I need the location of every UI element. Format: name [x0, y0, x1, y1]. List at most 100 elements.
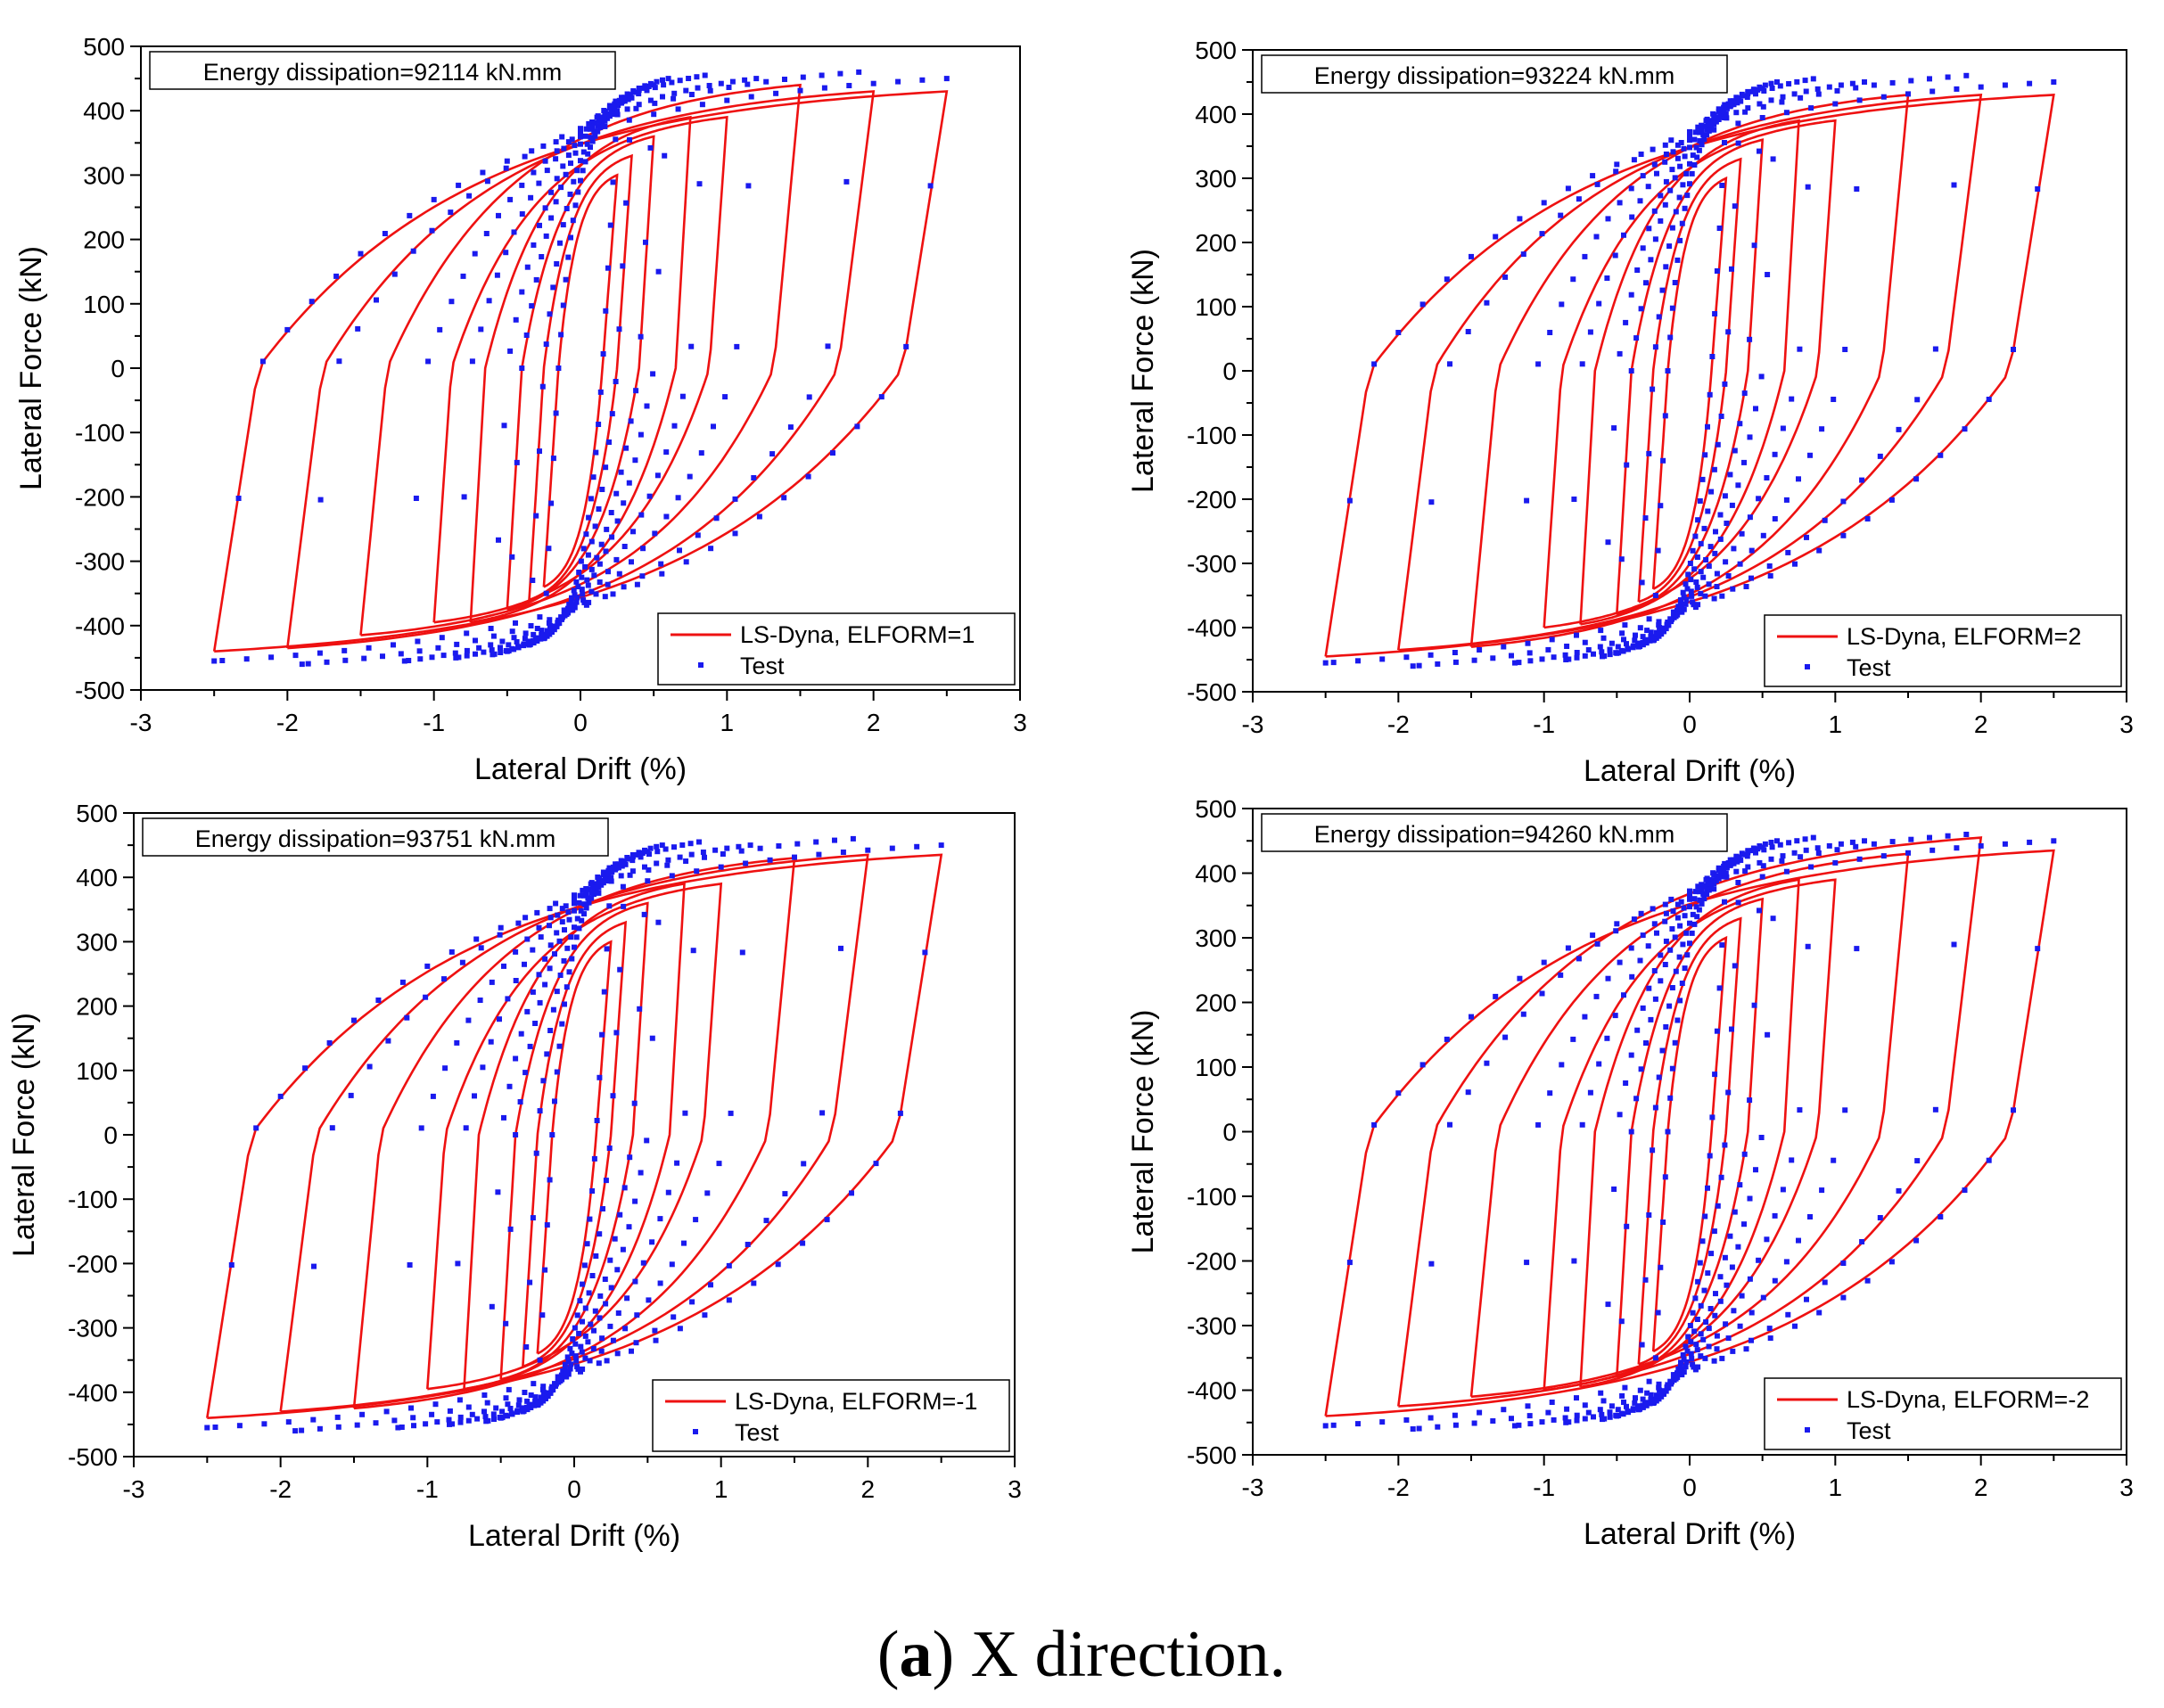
test-point: [503, 250, 509, 256]
test-point: [626, 480, 632, 486]
test-point: [1700, 574, 1707, 580]
test-point: [1688, 1351, 1694, 1357]
test-point: [1659, 625, 1666, 631]
test-point: [515, 920, 522, 926]
test-point: [1701, 136, 1707, 143]
test-point: [1564, 1406, 1570, 1412]
test-point: [1679, 220, 1685, 226]
test-point: [1677, 923, 1683, 929]
test-point: [513, 1132, 519, 1137]
test-point: [1864, 516, 1871, 521]
test-point: [646, 851, 652, 858]
test-point: [513, 948, 519, 955]
test-point: [1680, 182, 1686, 188]
test-point: [605, 581, 611, 587]
test-point: [1669, 167, 1675, 173]
test-point: [1733, 110, 1740, 116]
test-point: [609, 534, 615, 540]
test-point: [650, 371, 656, 377]
test-point: [219, 658, 226, 663]
test-point: [623, 200, 629, 206]
test-point: [1805, 184, 1811, 190]
sim-loop-5: [426, 882, 723, 1391]
test-point: [649, 1239, 655, 1245]
test-point: [671, 95, 677, 102]
test-point: [317, 497, 324, 503]
test-point: [1638, 910, 1644, 916]
test-point: [613, 136, 619, 143]
test-point: [1711, 871, 1717, 877]
legend-test-swatch: [693, 1429, 698, 1434]
test-loop-4: [1600, 79, 1780, 660]
test-point: [569, 595, 574, 601]
test-point: [573, 579, 580, 585]
test-point: [1741, 1151, 1748, 1157]
test-point: [1428, 652, 1434, 658]
test-point: [1541, 959, 1547, 965]
test-point: [1709, 354, 1716, 359]
test-point: [606, 903, 613, 909]
test-point: [669, 873, 675, 879]
test-point: [574, 168, 580, 174]
test-point: [1986, 1157, 1992, 1163]
test-point: [1747, 1276, 1753, 1282]
test-point: [1582, 1014, 1588, 1020]
test-point: [1853, 85, 1859, 91]
test-point: [554, 930, 560, 936]
test-point: [1785, 1311, 1791, 1318]
test-point: [511, 635, 517, 641]
test-point: [597, 389, 604, 395]
test-point: [1516, 660, 1522, 666]
test-point: [522, 1070, 529, 1076]
test-point: [497, 1016, 502, 1022]
test-point: [706, 83, 712, 88]
test-point: [1674, 155, 1681, 161]
test-point: [1978, 84, 1984, 90]
test-point: [1565, 185, 1571, 192]
test-point: [508, 1410, 514, 1416]
test-point: [1757, 907, 1762, 914]
test-point: [425, 358, 432, 365]
test-point: [566, 969, 572, 975]
test-point: [1682, 913, 1688, 919]
test-point: [1753, 1167, 1758, 1173]
test-point: [530, 989, 536, 995]
test-point: [726, 1297, 732, 1303]
test-point: [527, 1043, 533, 1049]
test-point: [1662, 918, 1668, 924]
test-point: [1819, 426, 1825, 432]
test-point: [647, 845, 654, 851]
test-point: [728, 1110, 734, 1116]
test-point: [1609, 1403, 1615, 1409]
test-point: [1576, 196, 1582, 202]
test-point: [578, 558, 584, 564]
test-point: [1590, 173, 1596, 179]
test-point: [1767, 573, 1773, 579]
test-loop-5: [1563, 834, 1816, 1425]
test-point: [1597, 644, 1603, 650]
test-point: [544, 628, 550, 634]
test-point: [1710, 880, 1716, 885]
test-point: [497, 932, 503, 938]
test-point: [1646, 1378, 1652, 1384]
test-point: [1574, 632, 1579, 638]
test-point: [1667, 334, 1674, 341]
test-point: [1704, 891, 1710, 897]
test-point: [597, 1074, 603, 1080]
test-point: [633, 105, 639, 111]
test-point: [1704, 127, 1710, 133]
test-point: [1637, 198, 1643, 204]
test-point: [564, 984, 570, 990]
sim-loop-2: [522, 920, 628, 1368]
test-point: [1621, 232, 1626, 238]
test-point: [416, 648, 423, 654]
test-point: [1727, 98, 1733, 104]
test-point: [1618, 1410, 1625, 1416]
y-tick-label: 200: [76, 993, 118, 1021]
test-point: [1747, 514, 1753, 521]
test-point: [615, 103, 621, 109]
test-point: [1650, 1147, 1656, 1154]
test-point: [522, 636, 528, 642]
test-point: [634, 1312, 640, 1318]
test-point: [819, 72, 825, 78]
